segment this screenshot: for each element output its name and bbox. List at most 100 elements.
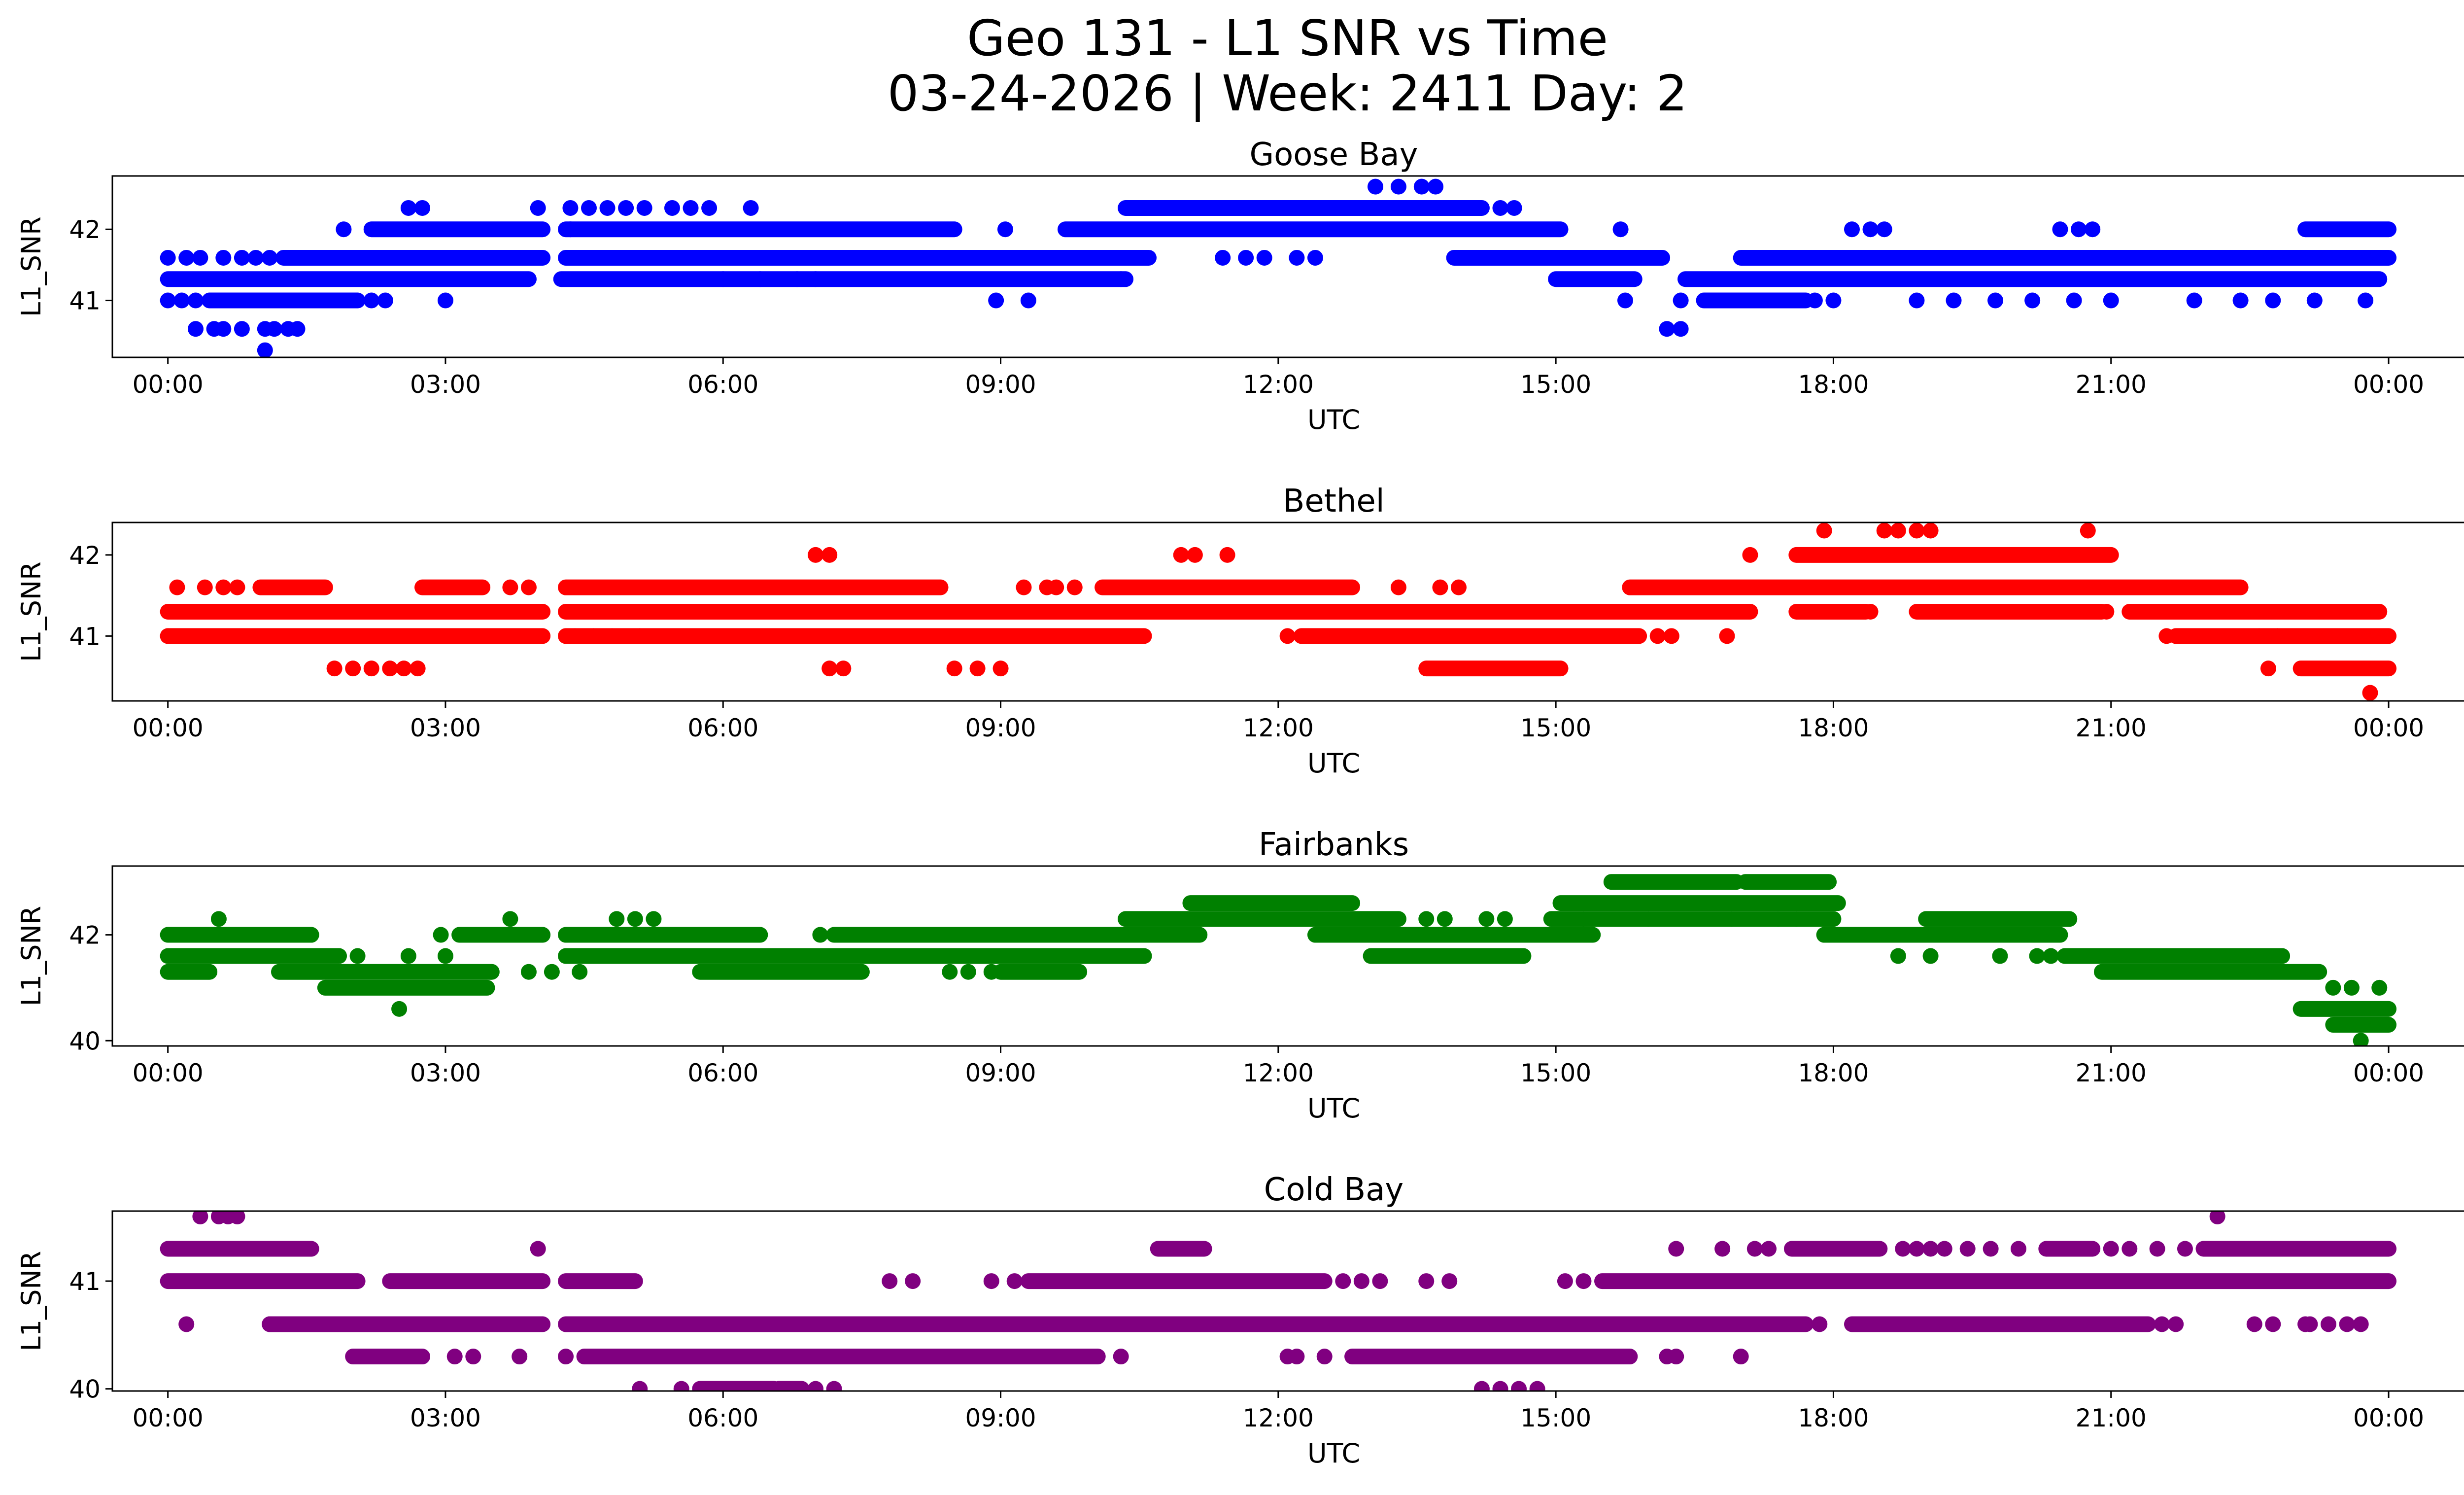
data-point-run: [363, 221, 551, 238]
x-tick-label: 15:00: [1520, 1404, 1591, 1432]
data-point: [1895, 1241, 1911, 1257]
data-point: [1663, 628, 1679, 644]
data-point-run: [160, 1241, 319, 1257]
data-point: [1066, 579, 1083, 595]
data-point: [2168, 1316, 2184, 1332]
y-tick-label: 42: [69, 215, 101, 244]
x-tick-label: 18:00: [1798, 1059, 1869, 1087]
data-point-run: [2122, 604, 2388, 620]
panel-title: Bethel: [1283, 483, 1384, 520]
data-point-run: [1788, 547, 2119, 563]
data-point: [2265, 1316, 2281, 1332]
data-point-run: [770, 1381, 810, 1391]
data-point: [636, 200, 652, 216]
data-point-run: [558, 579, 949, 595]
data-point: [2154, 1316, 2170, 1332]
data-point: [983, 964, 999, 980]
data-point: [1742, 547, 1758, 563]
x-axis-label: UTC: [1307, 1438, 1360, 1469]
data-point: [169, 579, 185, 595]
chart-panel-3: Cold Bay 00:00 03:00 06:00 09:00 12:00 15:00 18…: [16, 1172, 2464, 1469]
data-point: [1714, 1241, 1731, 1257]
x-tick-label: 15:00: [1520, 1059, 1591, 1087]
data-point: [215, 249, 232, 266]
data-point-run: [992, 964, 1088, 980]
x-tick-label: 21:00: [2076, 1404, 2147, 1432]
data-point: [960, 964, 976, 980]
data-point-run: [558, 1273, 643, 1289]
x-tick-label: 21:00: [2076, 714, 2147, 742]
x-tick-label: 12:00: [1243, 1404, 1314, 1432]
data-series: [160, 874, 2397, 1046]
y-tick-label: 40: [69, 1027, 101, 1055]
data-point: [789, 271, 805, 287]
data-point: [1992, 948, 2008, 964]
data-point: [345, 661, 361, 677]
data-point-run: [160, 1273, 366, 1289]
data-point: [530, 1241, 546, 1257]
data-point: [215, 321, 232, 337]
data-point: [215, 579, 232, 595]
data-point: [1987, 292, 2004, 309]
data-point: [2052, 221, 2068, 238]
data-point: [821, 661, 838, 677]
data-point: [1617, 292, 1633, 309]
data-point: [257, 342, 273, 357]
data-point: [1959, 1241, 1976, 1257]
data-point: [604, 628, 620, 644]
data-point: [1492, 200, 1508, 216]
x-tick-label: 03:00: [410, 714, 481, 742]
data-point: [1640, 911, 1656, 927]
data-point-run: [160, 628, 551, 644]
data-point: [821, 547, 838, 563]
data-point: [1492, 1381, 1508, 1391]
data-point: [2010, 1241, 2026, 1257]
data-point: [1006, 1273, 1023, 1289]
data-point-run: [2093, 964, 2327, 980]
panel-title: Cold Bay: [1264, 1172, 1404, 1208]
data-point: [289, 321, 306, 337]
data-point: [1723, 911, 1740, 927]
data-point-run: [1552, 895, 1846, 911]
data-point: [437, 948, 453, 964]
data-point: [1497, 911, 1513, 927]
data-point-run: [414, 579, 491, 595]
data-point: [1441, 1273, 1458, 1289]
data-point-run: [202, 292, 366, 309]
x-tick-label: 03:00: [410, 370, 481, 399]
data-point-run: [160, 927, 319, 943]
x-tick-label: 15:00: [1520, 370, 1591, 399]
figure-title-line1: Geo 131 - L1 SNR vs Time: [967, 9, 1608, 67]
x-tick-label: 00:00: [133, 370, 204, 399]
data-point: [1279, 628, 1296, 644]
data-point-run: [576, 1349, 1106, 1365]
axes-frame: [111, 865, 2464, 1047]
data-point: [1511, 1381, 1527, 1391]
x-tick-label: 09:00: [965, 370, 1036, 399]
data-point: [1575, 911, 1592, 927]
data-point-run: [1548, 271, 1643, 287]
axes-frame: [111, 522, 2464, 702]
data-point: [160, 249, 176, 266]
data-point-run: [2056, 948, 2291, 964]
y-tick-label: 42: [69, 541, 101, 570]
data-point: [544, 964, 560, 980]
data-point: [1909, 292, 1925, 309]
data-point-run: [1150, 1241, 1212, 1257]
data-point: [178, 249, 195, 266]
data-point: [2251, 628, 2267, 644]
axes-frame: [111, 1210, 2464, 1392]
data-point: [1770, 911, 1786, 927]
data-point: [808, 547, 824, 563]
data-point: [683, 200, 699, 216]
data-point: [433, 927, 449, 943]
x-tick-label: 00:00: [133, 1404, 204, 1432]
data-point: [446, 1349, 463, 1365]
data-point: [229, 579, 245, 595]
data-point: [210, 911, 227, 927]
data-point: [1890, 522, 1906, 539]
y-axis-label: L1_SNR: [16, 906, 47, 1007]
data-point: [2122, 1241, 2138, 1257]
data-point: [178, 1316, 195, 1332]
